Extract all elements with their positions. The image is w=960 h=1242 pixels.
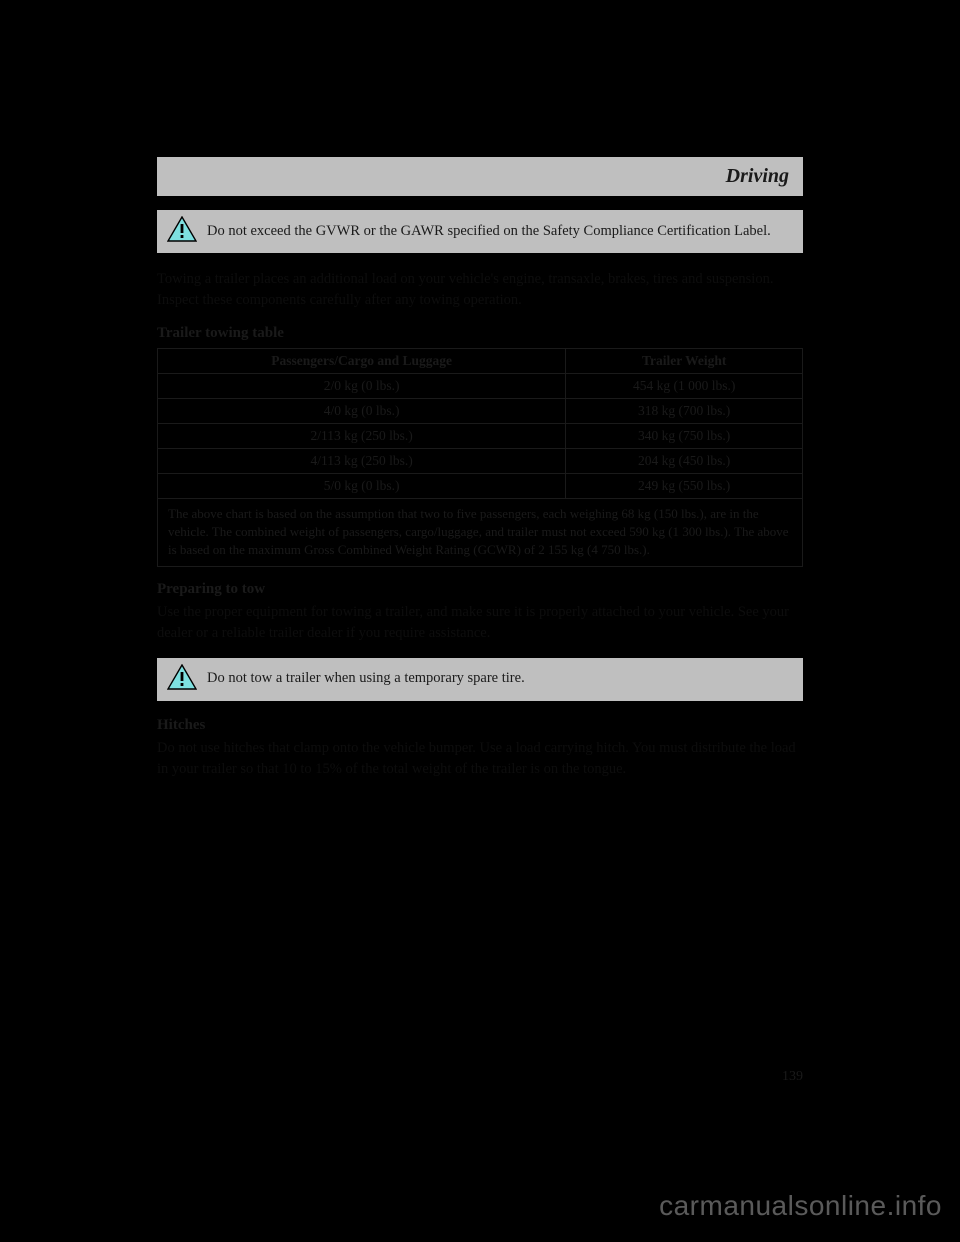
cell-passengers: 4/0 kg (0 lbs.) [158, 399, 566, 424]
warning-icon [167, 216, 197, 247]
col-passengers: Passengers/Cargo and Luggage [158, 349, 566, 374]
table-note: The above chart is based on the assumpti… [158, 499, 803, 567]
para-hitches: Do not use hitches that clamp onto the v… [157, 738, 803, 780]
cell-passengers: 2/113 kg (250 lbs.) [158, 424, 566, 449]
warning-box-1: Do not exceed the GVWR or the GAWR speci… [157, 210, 803, 253]
page-number: 139 [782, 1069, 803, 1085]
cell-trailer-weight: 454 kg (1 000 lbs.) [566, 374, 803, 399]
cell-trailer-weight: 204 kg (450 lbs.) [566, 449, 803, 474]
page-background: Driving Do not exceed the GVWR or the GA… [0, 0, 960, 1242]
warning-box-2: Do not tow a trailer when using a tempor… [157, 658, 803, 701]
warning-icon [167, 664, 197, 695]
warning-2-text: Do not tow a trailer when using a tempor… [207, 669, 525, 689]
table-row: 5/0 kg (0 lbs.) 249 kg (550 lbs.) [158, 474, 803, 499]
table-note-row: The above chart is based on the assumpti… [158, 499, 803, 567]
cell-passengers: 5/0 kg (0 lbs.) [158, 474, 566, 499]
cell-trailer-weight: 249 kg (550 lbs.) [566, 474, 803, 499]
table-row: 2/0 kg (0 lbs.) 454 kg (1 000 lbs.) [158, 374, 803, 399]
cell-trailer-weight: 318 kg (700 lbs.) [566, 399, 803, 424]
trailer-towing-table: Passengers/Cargo and Luggage Trailer Wei… [157, 348, 803, 567]
manual-page: Driving Do not exceed the GVWR or the GA… [157, 157, 803, 1085]
section-header: Driving [157, 157, 803, 196]
page-content: Driving Do not exceed the GVWR or the GA… [157, 157, 803, 1085]
cell-trailer-weight: 340 kg (750 lbs.) [566, 424, 803, 449]
warning-1-text: Do not exceed the GVWR or the GAWR speci… [207, 222, 771, 242]
table-row: 4/113 kg (250 lbs.) 204 kg (450 lbs.) [158, 449, 803, 474]
subhead-preparing-to-tow: Preparing to tow [157, 581, 803, 598]
table-header-row: Passengers/Cargo and Luggage Trailer Wei… [158, 349, 803, 374]
para-towing-load: Towing a trailer places an additional lo… [157, 269, 803, 311]
cell-passengers: 2/0 kg (0 lbs.) [158, 374, 566, 399]
subhead-trailer-table: Trailer towing table [157, 325, 803, 342]
table-row: 2/113 kg (250 lbs.) 340 kg (750 lbs.) [158, 424, 803, 449]
cell-passengers: 4/113 kg (250 lbs.) [158, 449, 566, 474]
para-preparing: Use the proper equipment for towing a tr… [157, 602, 803, 644]
watermark: carmanualsonline.info [659, 1190, 942, 1222]
section-title: Driving [726, 165, 789, 187]
subhead-hitches: Hitches [157, 717, 803, 734]
table-row: 4/0 kg (0 lbs.) 318 kg (700 lbs.) [158, 399, 803, 424]
col-trailer-weight: Trailer Weight [566, 349, 803, 374]
